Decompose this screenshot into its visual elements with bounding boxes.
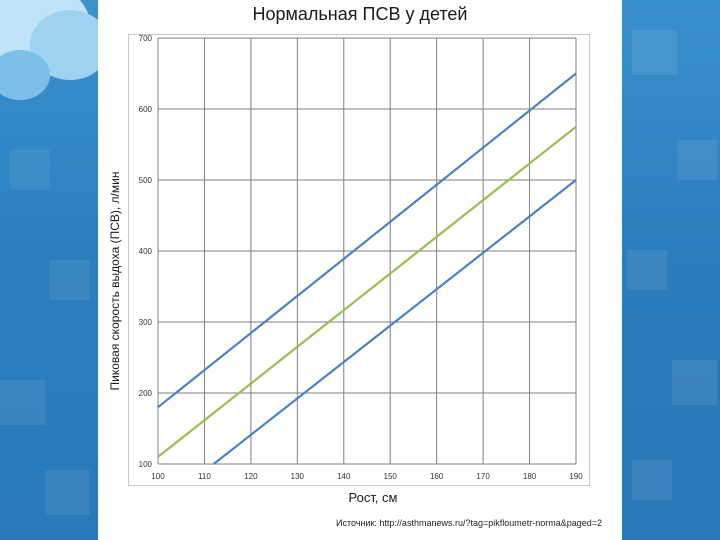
left-background-panel <box>0 0 110 540</box>
tile-decoration <box>0 380 45 425</box>
tile-decoration <box>632 30 677 75</box>
x-axis-label: Рост, см <box>348 490 397 505</box>
slide-title: Нормальная ПСВ у детей <box>252 4 468 24</box>
x-tick-label: 120 <box>244 472 258 481</box>
source-caption: Источник: http://asthmanews.ru/?tag=pikf… <box>336 518 603 528</box>
x-tick-label: 110 <box>198 472 211 481</box>
y-tick-label: 200 <box>139 389 153 398</box>
x-tick-label: 130 <box>291 472 305 481</box>
tile-decoration <box>10 150 50 190</box>
tile-decoration <box>50 260 90 300</box>
x-tick-label: 150 <box>384 472 398 481</box>
y-tick-label: 300 <box>139 318 153 327</box>
cloud-decoration <box>0 50 50 100</box>
y-tick-label: 600 <box>139 105 153 114</box>
y-tick-label: 100 <box>139 460 153 469</box>
series-line-2 <box>157 125 577 458</box>
chart-svg: 100 110 120 130 140 150 160 170 180 190 100 200 300 4… <box>108 34 590 505</box>
series-line-1 <box>157 72 577 409</box>
y-tick-label: 400 <box>139 247 153 256</box>
y-tick-label: 700 <box>139 34 153 43</box>
chart-frame <box>128 34 590 486</box>
x-tick-label: 180 <box>523 472 537 481</box>
y-axis-label: Пиковая скорость выдоха (ПСВ), л/мин <box>108 172 122 391</box>
slide: Нормальная ПСВ у детей 100 110 120 130 140 15… <box>98 0 622 540</box>
x-tick-label: 160 <box>430 472 444 481</box>
x-tick-label: 140 <box>337 472 351 481</box>
tile-decoration <box>632 460 672 500</box>
tile-decoration <box>677 140 717 180</box>
series-line-3 <box>213 179 577 465</box>
right-background-panel <box>622 0 720 540</box>
x-tick-label: 170 <box>476 472 490 481</box>
tile-decoration <box>45 470 90 515</box>
x-tick-label: 100 <box>151 472 165 481</box>
x-tick-label: 190 <box>569 472 583 481</box>
tile-decoration <box>627 250 667 290</box>
y-tick-label: 500 <box>139 176 153 185</box>
chart: 100 110 120 130 140 150 160 170 180 190 100 200 300 4… <box>108 34 622 505</box>
tile-decoration <box>672 360 717 405</box>
